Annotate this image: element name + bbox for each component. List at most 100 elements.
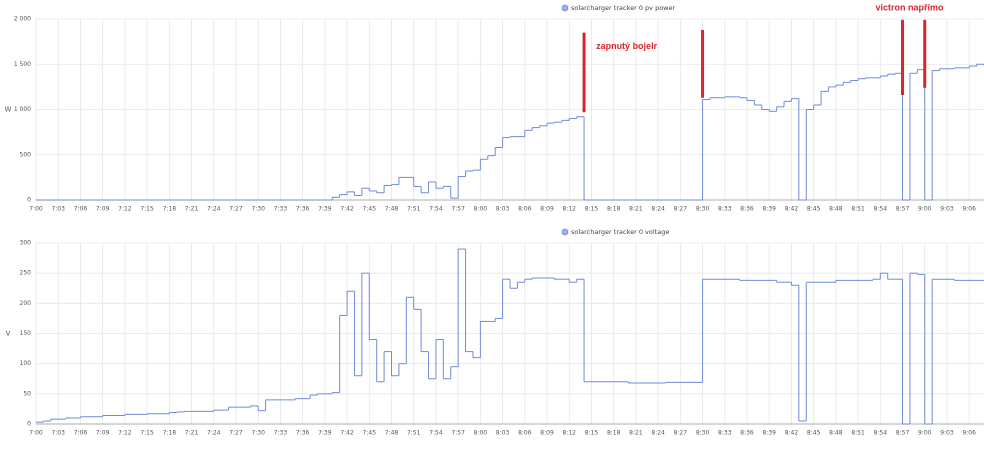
y-tick-label: 200 xyxy=(20,300,32,307)
x-tick-label: 7:21 xyxy=(185,430,199,437)
x-tick-label: 8:12 xyxy=(563,430,577,437)
y-tick-label: 1 000 xyxy=(14,106,31,113)
y-tick-label: 1 500 xyxy=(14,61,31,68)
x-tick-label: 7:48 xyxy=(385,430,399,437)
x-tick-label: 8:57 xyxy=(896,430,910,437)
x-tick-label: 8:39 xyxy=(762,206,776,213)
x-tick-label: 8:18 xyxy=(607,206,621,213)
y-tick-label: 300 xyxy=(20,240,32,247)
x-tick-label: 7:33 xyxy=(274,206,288,213)
x-tick-label: 8:51 xyxy=(851,430,865,437)
x-tick-label: 7:03 xyxy=(51,430,65,437)
x-tick-label: 8:27 xyxy=(674,430,688,437)
x-tick-label: 8:03 xyxy=(496,206,510,213)
y-axis-label: W xyxy=(5,106,12,114)
x-tick-label: 8:12 xyxy=(563,206,577,213)
annotation-text: victron napřímo xyxy=(876,2,945,12)
x-tick-label: 8:42 xyxy=(785,430,799,437)
x-tick-label: 7:15 xyxy=(140,206,154,213)
x-tick-label: 8:24 xyxy=(651,430,665,437)
x-tick-label: 7:54 xyxy=(429,430,443,437)
y-tick-label: 250 xyxy=(20,270,32,277)
x-tick-label: 8:06 xyxy=(518,430,532,437)
x-tick-label: 7:24 xyxy=(207,430,221,437)
x-tick-label: 9:03 xyxy=(940,430,954,437)
legend-marker xyxy=(561,228,569,236)
x-tick-label: 8:57 xyxy=(896,206,910,213)
legend-label: solarcharger tracker 0 voltage xyxy=(571,228,669,236)
x-tick-label: 7:36 xyxy=(296,206,310,213)
x-tick-label: 8:21 xyxy=(629,430,643,437)
y-tick-label: 150 xyxy=(20,330,32,337)
x-tick-label: 7:27 xyxy=(229,206,243,213)
x-tick-label: 8:00 xyxy=(474,206,488,213)
x-tick-label: 7:06 xyxy=(74,206,88,213)
x-tick-label: 7:12 xyxy=(118,206,132,213)
x-tick-label: 7:45 xyxy=(363,430,377,437)
y-tick-label: 100 xyxy=(20,360,32,367)
x-tick-label: 8:06 xyxy=(518,206,532,213)
x-tick-label: 7:51 xyxy=(407,206,421,213)
x-tick-label: 7:30 xyxy=(251,206,265,213)
x-tick-label: 7:51 xyxy=(407,430,421,437)
x-tick-label: 7:33 xyxy=(274,430,288,437)
x-tick-label: 7:36 xyxy=(296,430,310,437)
x-tick-label: 7:06 xyxy=(74,430,88,437)
x-tick-label: 7:45 xyxy=(363,206,377,213)
legend-marker xyxy=(561,4,569,12)
x-tick-label: 8:21 xyxy=(629,206,643,213)
x-tick-label: 7:39 xyxy=(318,430,332,437)
x-tick-label: 7:18 xyxy=(163,206,177,213)
x-tick-label: 7:00 xyxy=(29,206,43,213)
y-tick-label: 500 xyxy=(20,151,32,158)
annotation-text: zapnutý bojelr xyxy=(596,41,658,51)
x-tick-label: 8:42 xyxy=(785,206,799,213)
x-tick-label: 8:36 xyxy=(740,206,754,213)
x-tick-label: 7:27 xyxy=(229,430,243,437)
x-tick-label: 9:00 xyxy=(918,430,932,437)
x-tick-label: 8:03 xyxy=(496,430,510,437)
y-tick-label: 0 xyxy=(27,197,31,204)
x-tick-label: 7:09 xyxy=(96,206,110,213)
y-axis-label: V xyxy=(6,330,11,338)
x-tick-label: 8:30 xyxy=(696,206,710,213)
x-tick-label: 7:54 xyxy=(429,206,443,213)
x-tick-label: 8:27 xyxy=(674,206,688,213)
x-tick-label: 7:42 xyxy=(340,206,354,213)
x-tick-label: 7:48 xyxy=(385,206,399,213)
x-tick-label: 8:24 xyxy=(651,206,665,213)
x-tick-label: 7:00 xyxy=(29,430,43,437)
x-tick-label: 8:45 xyxy=(807,430,821,437)
x-tick-label: 7:57 xyxy=(451,430,465,437)
x-tick-label: 7:09 xyxy=(96,430,110,437)
x-tick-label: 9:06 xyxy=(962,206,976,213)
x-tick-label: 9:06 xyxy=(962,430,976,437)
x-tick-label: 8:33 xyxy=(718,206,732,213)
x-tick-label: 7:42 xyxy=(340,430,354,437)
x-tick-label: 8:48 xyxy=(829,206,843,213)
y-tick-label: 0 xyxy=(27,421,31,428)
x-tick-label: 7:24 xyxy=(207,206,221,213)
x-tick-label: 8:48 xyxy=(829,430,843,437)
x-tick-label: 8:15 xyxy=(585,206,599,213)
x-tick-label: 8:30 xyxy=(696,430,710,437)
x-tick-label: 8:36 xyxy=(740,430,754,437)
legend-label: solarcharger tracker 0 pv power xyxy=(571,4,675,12)
x-tick-label: 8:45 xyxy=(807,206,821,213)
x-tick-label: 7:12 xyxy=(118,430,132,437)
x-tick-label: 7:57 xyxy=(451,206,465,213)
x-tick-label: 7:21 xyxy=(185,206,199,213)
x-tick-label: 8:09 xyxy=(540,206,554,213)
x-tick-label: 7:18 xyxy=(163,430,177,437)
x-tick-label: 7:15 xyxy=(140,430,154,437)
x-tick-label: 7:39 xyxy=(318,206,332,213)
x-tick-label: 8:09 xyxy=(540,430,554,437)
x-tick-label: 8:51 xyxy=(851,206,865,213)
x-tick-label: 7:03 xyxy=(51,206,65,213)
x-tick-label: 9:00 xyxy=(918,206,932,213)
x-tick-label: 8:39 xyxy=(762,430,776,437)
x-tick-label: 8:15 xyxy=(585,430,599,437)
x-tick-label: 8:54 xyxy=(874,206,888,213)
y-tick-label: 2 000 xyxy=(14,16,31,23)
